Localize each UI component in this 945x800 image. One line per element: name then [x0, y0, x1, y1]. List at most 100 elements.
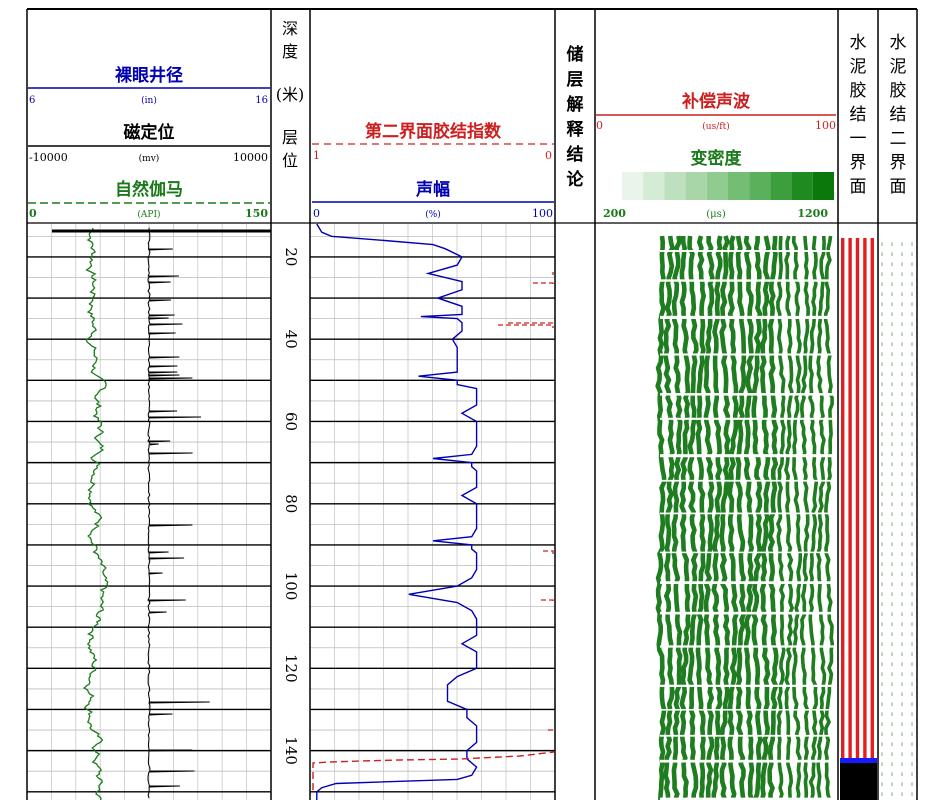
vdl-stripe — [735, 235, 747, 800]
gr-left: 0 — [29, 207, 37, 220]
bond1-char-4: 结 — [850, 105, 867, 125]
ac-left: 0 — [596, 119, 603, 132]
vdl-image — [655, 235, 838, 800]
header-gr: 自然伽马 0 (API) 150 — [28, 179, 270, 220]
vdl-stripe — [679, 236, 691, 800]
bond1-free-pipe — [840, 763, 877, 800]
ccl-left: -10000 — [29, 151, 68, 164]
vdl-break — [660, 250, 838, 253]
vdl-break — [660, 611, 838, 615]
vdl-left: 200 — [603, 207, 626, 220]
bond2t-char-3: 胶 — [890, 81, 907, 101]
header-depth: 深 度 (米) 层 位 — [276, 19, 305, 170]
bond1-char-5: 一 — [850, 129, 867, 149]
vdl-unit: (μs) — [706, 209, 726, 220]
vdl-title: 变密度 — [691, 148, 743, 169]
bond1-char-7: 面 — [850, 177, 867, 197]
vdl-break — [660, 479, 838, 482]
grid-layer — [27, 224, 555, 800]
vdl-swatch — [791, 172, 813, 200]
gr-right: 150 — [245, 207, 268, 220]
gr-title: 自然伽马 — [115, 179, 183, 200]
vdl-swatch — [706, 172, 728, 200]
bond-index-mark — [543, 550, 554, 554]
interp-char-5: 结 — [567, 144, 584, 165]
vdl-stripe — [727, 235, 739, 800]
amplitude-curve — [316, 223, 478, 800]
depth-tick-label: 100 — [282, 572, 300, 601]
header-ccl: 磁定位 -10000 (mv) 10000 — [28, 122, 270, 164]
vdl-break — [660, 393, 838, 396]
vdl-stripe — [695, 235, 707, 800]
bond1-stripe — [841, 238, 845, 758]
vdl-stripe — [711, 235, 723, 800]
vdl-stripe — [719, 235, 731, 800]
vdl-stripe — [808, 235, 819, 800]
vdl-right: 1200 — [797, 207, 828, 220]
header-interpretation: 储 层 解 释 结 论 — [567, 44, 585, 190]
header-bond2-track: 水 泥 胶 结 二 界 面 — [890, 33, 907, 197]
vdl-break — [660, 645, 838, 648]
interp-char-2: 层 — [567, 70, 584, 90]
vdl-break — [660, 417, 838, 420]
vdl-stripe — [775, 235, 786, 800]
depth-tick-label: 140 — [282, 736, 300, 765]
vdl-stripe — [655, 235, 667, 800]
bond2t-char-7: 面 — [890, 177, 907, 197]
vdl-break — [660, 734, 838, 737]
ccl-title: 磁定位 — [124, 122, 175, 143]
bond2t-char-2: 泥 — [890, 57, 907, 77]
header-bond1-track: 水 泥 胶 结 一 界 面 — [850, 33, 867, 197]
vdl-stripe — [759, 235, 771, 800]
bond-index-mark — [498, 324, 554, 328]
vdl-color-scale — [622, 172, 834, 200]
vdl-stripe — [687, 235, 699, 800]
interp-char-6: 论 — [567, 169, 585, 190]
bond2t-char-4: 结 — [890, 105, 907, 125]
depth-tick-label: 40 — [282, 330, 300, 349]
caliper-right: 16 — [255, 95, 268, 106]
vdl-stripe — [751, 235, 763, 800]
interp-char-1: 储 — [567, 44, 584, 65]
layer-char-2: 位 — [282, 151, 298, 170]
bond-index-mark — [508, 322, 554, 326]
amp-left: 0 — [313, 207, 320, 220]
caliper-left: 6 — [29, 95, 35, 106]
vdl-stripe — [791, 235, 803, 800]
layer-char-1: 层 — [282, 128, 298, 147]
amp-right: 100 — [532, 207, 553, 220]
bond2t-char-5: 二 — [890, 129, 907, 149]
vdl-swatch — [664, 172, 686, 200]
interp-char-3: 解 — [567, 94, 584, 115]
track-frame — [26, 8, 918, 800]
bond1-image — [840, 238, 877, 800]
vdl-swatch — [770, 172, 792, 200]
ac-unit: (us/ft) — [702, 121, 729, 132]
gamma-ray-curve — [83, 227, 109, 800]
bond2-texture — [880, 238, 916, 800]
vdl-break — [660, 684, 838, 687]
ccl-curve — [147, 227, 210, 799]
gr-unit: (API) — [137, 209, 160, 220]
vdl-break — [660, 315, 838, 319]
interp-char-4: 释 — [567, 119, 585, 140]
vdl-stripe — [784, 235, 795, 800]
ccl-unit: (mv) — [139, 153, 160, 164]
ccl-right: 10000 — [233, 151, 268, 164]
bond1-char-3: 胶 — [850, 81, 867, 101]
vdl-break — [660, 353, 838, 356]
vdl-break — [660, 797, 838, 800]
header-caliper: 裸眼井径 6 (in) 16 — [28, 65, 270, 106]
depth-char-2: 度 — [282, 42, 298, 61]
data-layer: 20 40 60 80 100 120 140 — [52, 223, 916, 800]
bond1-char-2: 泥 — [850, 57, 867, 77]
bond1-stripe — [870, 238, 874, 758]
header-bond2-index: 第二界面胶结指数 1 0 — [312, 121, 554, 162]
vdl-swatch — [728, 172, 750, 200]
vdl-stripe — [823, 235, 835, 800]
depth-tick-label: 60 — [282, 412, 300, 431]
depth-char-1: 深 — [282, 19, 298, 38]
vdl-stripe — [743, 235, 755, 800]
bond2t-char-6: 界 — [890, 153, 907, 173]
